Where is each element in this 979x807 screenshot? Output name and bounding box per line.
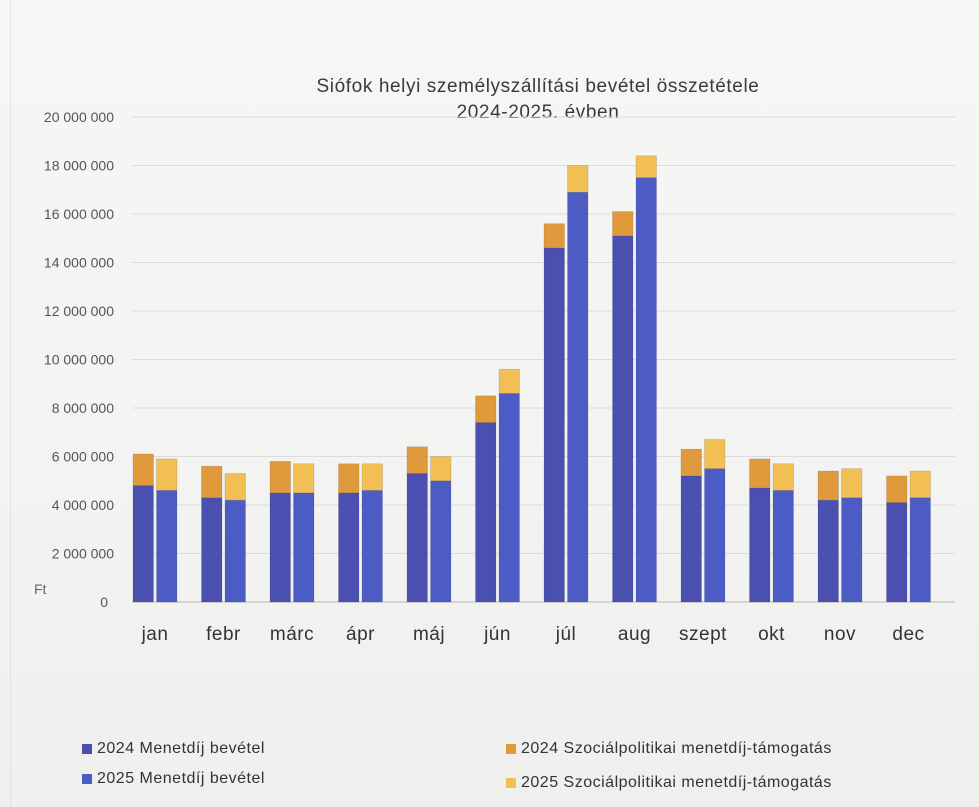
bar-2025-social-support-júl (567, 165, 589, 193)
bar-2024-fare-febr (201, 497, 223, 603)
y-tick-label: 8 000 000 (52, 400, 114, 416)
x-category-label: jún (483, 624, 511, 645)
y-tick-label: 20 000 000 (44, 109, 114, 125)
bar-2025-social-support-okt (772, 463, 794, 491)
bar-2025-social-support-máj (430, 456, 452, 482)
legend-swatch (82, 774, 92, 784)
x-category-label: márc (270, 624, 314, 645)
bar-2024-fare-szept (680, 475, 702, 603)
y-tick-label: 0 (100, 594, 108, 610)
bar-2025-social-support-febr (224, 473, 246, 501)
x-category-label: okt (758, 624, 785, 645)
legend-swatch (82, 744, 92, 754)
bar-2024-social-support-márc (269, 461, 291, 494)
bar-2025-fare-júl (567, 191, 589, 603)
legend-label: 2024 Szociálpolitikai menetdíj-támogatás (521, 740, 832, 757)
bar-2024-social-support-ápr (338, 463, 360, 494)
bar-2024-social-support-aug (612, 211, 634, 237)
bar-2025-social-support-jún (498, 368, 520, 394)
legend-swatch (506, 778, 516, 788)
x-category-label: febr (206, 624, 241, 645)
legend-swatch (506, 744, 516, 754)
x-category-label: júl (555, 624, 577, 645)
x-category-label: aug (618, 624, 651, 645)
bar-2025-fare-márc (293, 492, 315, 603)
legend-label: 2025 Menetdíj bevétel (97, 770, 265, 787)
bar-2025-social-support-nov (841, 468, 863, 499)
bar-2024-fare-máj (406, 473, 428, 603)
bar-2025-fare-febr (224, 499, 246, 603)
gridlines (132, 116, 955, 603)
bar-2024-fare-jún (475, 422, 497, 603)
y-axis-unit-label: Ft (34, 581, 47, 597)
legend-item-2025-social-support: 2025 Szociálpolitikai menetdíj-támogatás (506, 774, 832, 792)
bar-2024-fare-nov (817, 499, 839, 603)
bar-2025-social-support-szept (704, 439, 726, 469)
page-edge-line (10, 0, 11, 807)
bar-2025-fare-nov (841, 497, 863, 603)
bar-2024-social-support-jún (475, 395, 497, 423)
x-axis-categories: jan febr márc ápr máj jún júl aug szept okt nov dec (141, 624, 925, 645)
x-category-label: szept (679, 624, 727, 645)
bar-2025-social-support-márc (293, 463, 315, 494)
bar-2024-fare-okt (749, 487, 771, 603)
x-category-label: dec (892, 624, 924, 645)
bar-2025-fare-jún (498, 393, 520, 603)
legend-item-2025-fare: 2025 Menetdíj bevétel (82, 770, 265, 788)
y-axis-ticks: 0 2 000 000 4 000 000 6 000 000 8 000 000 10 … (44, 109, 114, 610)
legend-label: 2025 Szociálpolitikai menetdíj-támogatás (521, 774, 832, 791)
bar-2024-fare-márc (269, 492, 291, 603)
bar-2024-social-support-nov (817, 470, 839, 501)
bar-2025-social-support-dec (909, 470, 931, 499)
bars (132, 155, 931, 603)
bar-2024-social-support-dec (886, 475, 908, 503)
x-category-label: máj (413, 624, 445, 645)
bar-2025-fare-dec (909, 497, 931, 603)
y-tick-label: 2 000 000 (52, 546, 114, 562)
bar-2024-social-support-máj (406, 446, 428, 474)
bar-2025-social-support-jan (156, 458, 178, 491)
chart-subtitle: 2024-2025. évben (457, 102, 620, 123)
bar-2025-fare-okt (772, 490, 794, 603)
y-tick-label: 10 000 000 (44, 352, 114, 368)
bar-2024-social-support-szept (680, 448, 702, 477)
bar-2025-fare-máj (430, 480, 452, 603)
bar-2024-social-support-jan (132, 453, 154, 486)
bar-2025-fare-szept (704, 468, 726, 603)
bar-2024-fare-dec (886, 502, 908, 603)
y-tick-label: 14 000 000 (44, 255, 114, 271)
legend-item-2024-fare: 2024 Menetdíj bevétel (82, 740, 265, 758)
bar-2024-fare-ápr (338, 492, 360, 603)
y-tick-label: 12 000 000 (44, 303, 114, 319)
bar-2025-fare-aug (635, 177, 657, 603)
bar-2024-social-support-júl (543, 223, 565, 249)
legend-label: 2024 Menetdíj bevétel (97, 740, 265, 757)
y-tick-label: 18 000 000 (44, 158, 114, 174)
bar-2024-social-support-febr (201, 465, 223, 499)
bar-2024-fare-júl (543, 247, 565, 603)
x-category-label: jan (141, 624, 169, 645)
bar-2024-fare-jan (132, 485, 154, 603)
y-tick-label: 6 000 000 (52, 449, 114, 465)
bar-2025-social-support-aug (635, 155, 657, 178)
bar-2024-social-support-okt (749, 458, 771, 489)
x-category-label: ápr (346, 624, 375, 645)
bar-2024-fare-aug (612, 235, 634, 603)
y-tick-label: 4 000 000 (52, 497, 114, 513)
bar-2025-fare-ápr (361, 490, 383, 603)
legend-item-2024-social-support: 2024 Szociálpolitikai menetdíj-támogatás (506, 740, 832, 758)
chart-title: Siófok helyi személyszállítási bevétel ö… (317, 76, 760, 97)
y-tick-label: 16 000 000 (44, 206, 114, 222)
bar-2025-social-support-ápr (361, 463, 383, 491)
bar-2025-fare-jan (156, 490, 178, 603)
x-category-label: nov (824, 624, 856, 645)
